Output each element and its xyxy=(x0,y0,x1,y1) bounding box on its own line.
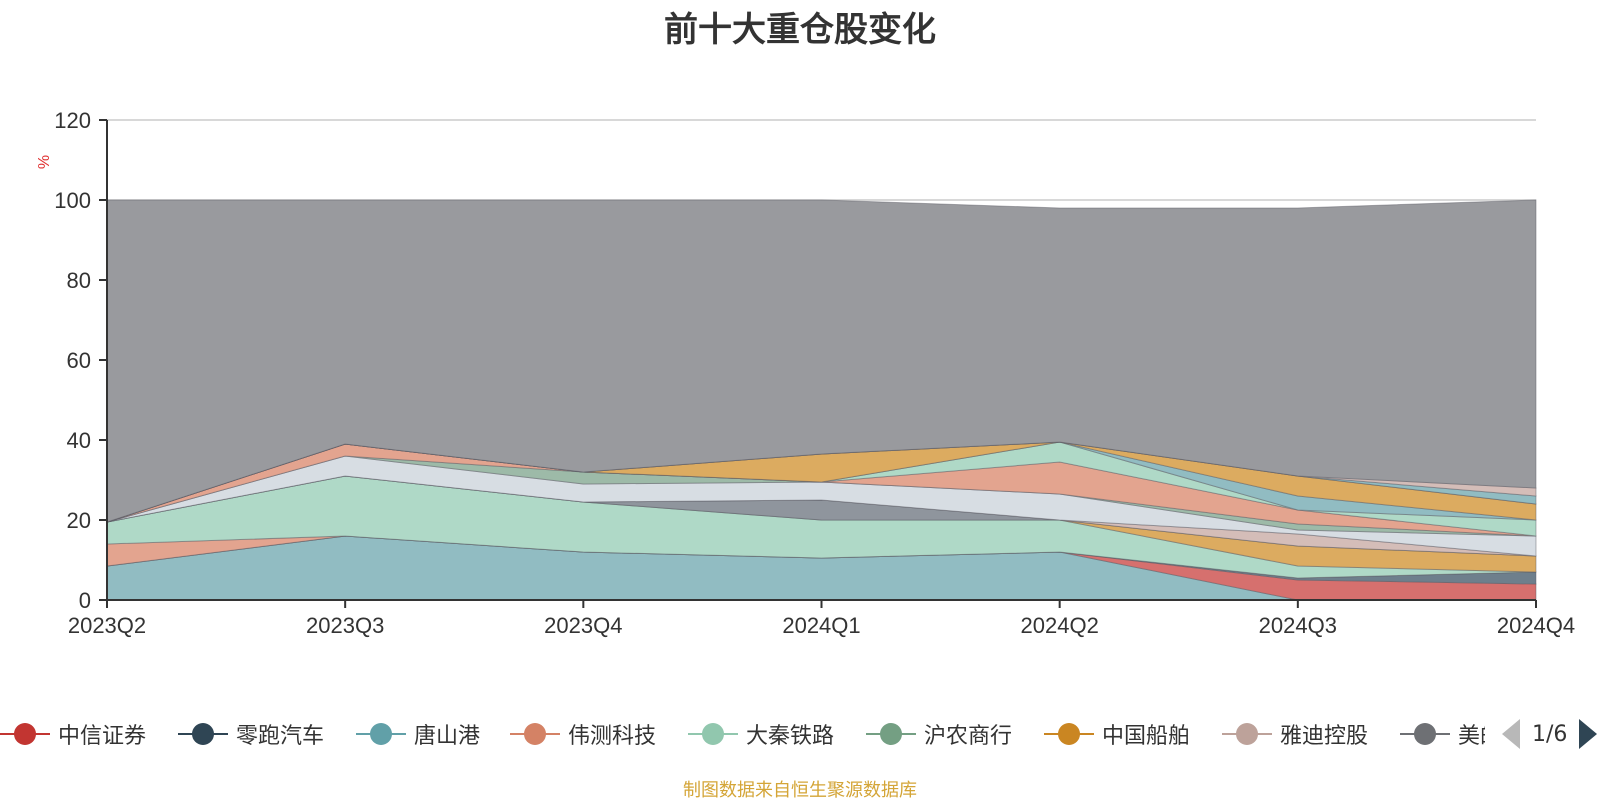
x-tick-label: 2024Q1 xyxy=(782,613,860,638)
legend-marker-icon xyxy=(1400,719,1450,749)
y-tick-label: 0 xyxy=(79,588,91,613)
legend-label: 伟测科技 xyxy=(568,724,657,749)
legend-item[interactable]: 沪农商行 xyxy=(866,714,1012,754)
legend-label: 雅迪控股 xyxy=(1280,724,1369,749)
source-note: 制图数据来自恒生聚源数据库 xyxy=(683,780,917,801)
legend-label: 中信证券 xyxy=(58,724,147,749)
area-series-2 xyxy=(106,535,1537,585)
x-tick-label: 2023Q4 xyxy=(544,613,622,638)
legend-item[interactable]: 中信证券 xyxy=(0,714,146,754)
legend-item[interactable]: 雅迪控股 xyxy=(1222,714,1368,754)
x-tick-label: 2024Q4 xyxy=(1497,613,1575,638)
legend-items: 中信证券 零跑汽车 唐山港 伟测科技 大秦铁路 沪农商行 中国船舶 雅迪控股 美的集团 xyxy=(0,714,1485,754)
chart-title: 前十大重仓股变化 xyxy=(664,10,936,50)
area-series-17 xyxy=(106,199,1537,523)
legend-label: 美的集团 xyxy=(1458,724,1485,749)
legend-label: 唐山港 xyxy=(414,724,481,749)
legend-item[interactable]: 美的集团 xyxy=(1400,714,1485,754)
axes: 0 20 40 60 80 100 120% 2023Q2 2023Q3 2023Q4 2024Q1… xyxy=(36,108,1575,638)
x-tick-label: 2023Q3 xyxy=(306,613,384,638)
legend-pager: 1/6 xyxy=(1502,718,1598,750)
area-series-4 xyxy=(106,475,1537,579)
legend-item[interactable]: 中国船舶 xyxy=(1044,714,1190,754)
legend-item[interactable]: 零跑汽车 xyxy=(178,714,324,754)
y-tick-label: 120 xyxy=(54,108,91,133)
y-tick-label: 40 xyxy=(67,428,91,453)
y-tick-label: 20 xyxy=(67,508,91,533)
legend-label: 大秦铁路 xyxy=(746,724,835,749)
y-axis-unit-label: % xyxy=(36,155,53,169)
legend-marker-icon xyxy=(1044,719,1094,749)
legend-label: 沪农商行 xyxy=(924,724,1013,749)
legend-marker-icon xyxy=(356,719,406,749)
legend-prev-icon[interactable] xyxy=(1502,719,1520,749)
legend-label: 零跑汽车 xyxy=(236,724,325,749)
legend-marker-icon xyxy=(866,719,916,749)
legend-marker-icon xyxy=(510,719,560,749)
legend-next-icon[interactable] xyxy=(1579,719,1598,749)
area-series-5 xyxy=(106,475,1537,573)
x-tick-label: 2024Q2 xyxy=(1021,613,1099,638)
legend-marker-icon xyxy=(0,719,50,749)
legend-label: 中国船舶 xyxy=(1102,724,1191,749)
legend-marker-icon xyxy=(178,719,228,749)
area-series-1 xyxy=(106,535,1537,601)
legend-item[interactable]: 唐山港 xyxy=(356,714,480,754)
x-tick-label: 2023Q2 xyxy=(68,613,146,638)
legend-item[interactable]: 伟测科技 xyxy=(510,714,656,754)
legend-page-indicator: 1/6 xyxy=(1532,721,1568,747)
y-tick-label: 60 xyxy=(67,348,91,373)
stacked-areas xyxy=(106,199,1537,601)
legend-marker-icon xyxy=(688,719,738,749)
y-tick-label: 100 xyxy=(54,188,91,213)
legend-marker-icon xyxy=(1222,719,1272,749)
y-tick-label: 80 xyxy=(67,268,91,293)
legend-item[interactable]: 大秦铁路 xyxy=(688,714,834,754)
legend: 中信证券 零跑汽车 唐山港 伟测科技 大秦铁路 沪农商行 中国船舶 雅迪控股 美的集团 xyxy=(0,714,1600,754)
x-tick-label: 2024Q3 xyxy=(1259,613,1337,638)
